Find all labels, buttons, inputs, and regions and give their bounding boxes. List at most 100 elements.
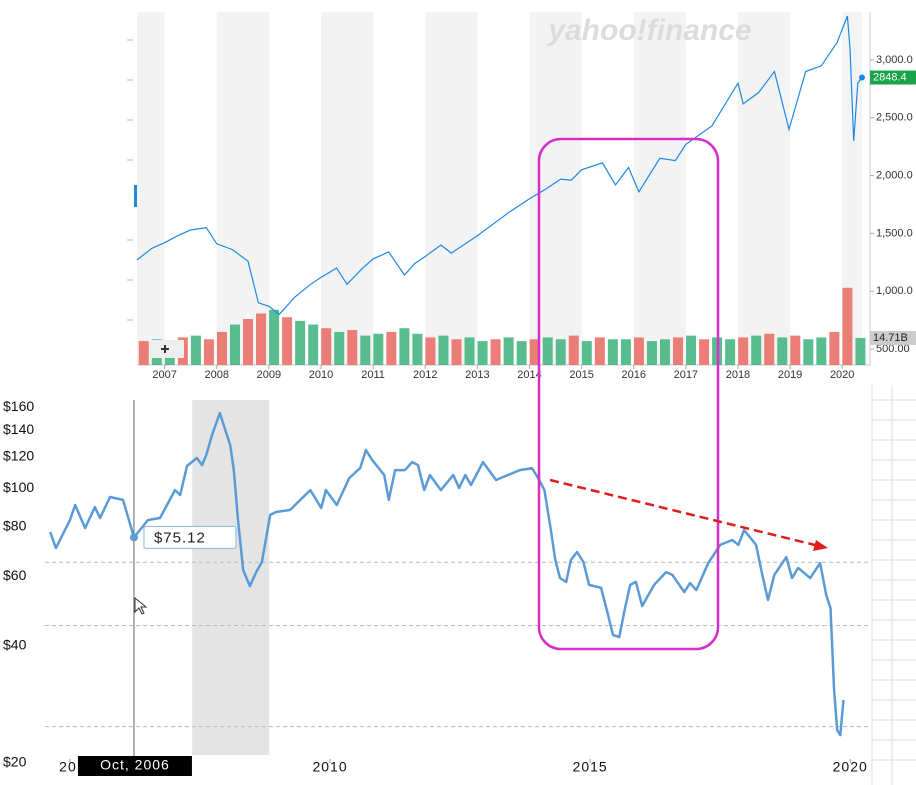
volume-bar xyxy=(334,331,345,365)
y-tick-label: $40 xyxy=(3,636,27,652)
year-band xyxy=(633,12,686,365)
volume-bar xyxy=(464,337,475,365)
x-tick-label: 2010 xyxy=(309,369,333,381)
volume-bar xyxy=(751,335,762,365)
volume-bar xyxy=(269,309,280,365)
volume-bar xyxy=(477,341,488,365)
date-box xyxy=(77,756,192,776)
volume-bar xyxy=(190,335,201,365)
volume-bar xyxy=(842,287,853,365)
current-volume-box xyxy=(870,330,916,345)
volume-bar xyxy=(686,335,697,365)
volume-bar xyxy=(295,320,306,365)
x-tick-label: 2015 xyxy=(569,369,593,381)
price-line xyxy=(49,411,845,737)
year-band xyxy=(137,12,165,365)
volume-bar xyxy=(373,333,384,365)
y-tick-label: 1,500.0 xyxy=(876,227,913,239)
volume-bar xyxy=(542,337,553,365)
volume-bar xyxy=(256,313,267,365)
volume-bar xyxy=(764,333,775,365)
current-volume-label: 14.71B xyxy=(873,332,908,344)
y-tick-label: $140 xyxy=(3,421,34,437)
date-label: Oct, 2006 xyxy=(100,757,170,773)
x-tick-label: 2011 xyxy=(361,369,385,381)
volume-bar xyxy=(646,341,657,365)
annotations xyxy=(134,137,828,651)
volume-bar xyxy=(138,341,149,365)
volume-bar xyxy=(216,331,227,365)
current-price-dot xyxy=(859,74,865,81)
y-tick-label: $120 xyxy=(3,448,34,464)
volume-bar xyxy=(503,337,514,365)
volume-bar xyxy=(725,339,736,365)
volume-bar xyxy=(425,337,436,365)
volume-bar xyxy=(243,319,254,365)
x-tick-label: 2020 xyxy=(833,759,868,775)
right-grid xyxy=(871,385,916,785)
left-ticks xyxy=(127,39,133,321)
volume-bar xyxy=(529,339,540,365)
volume-bar xyxy=(516,341,527,365)
tooltip-box xyxy=(143,525,237,549)
x-tick-label: 2016 xyxy=(621,369,645,381)
highlight-box xyxy=(537,137,720,651)
volume-bar xyxy=(607,339,618,365)
current-price-box xyxy=(870,70,916,85)
y-tick-label: $20 xyxy=(3,754,27,770)
left-marker xyxy=(134,185,137,207)
x-tick-label: 2007 xyxy=(152,369,176,381)
x-tick-label: 2009 xyxy=(257,369,281,381)
y-tick-label: 500.00 xyxy=(876,343,910,355)
y-tick-label: 2,500.0 xyxy=(876,112,913,124)
current-price-label: 2848.4 xyxy=(873,71,907,83)
cursor-icon xyxy=(134,596,148,615)
x-tick-label: 2010 xyxy=(312,759,347,775)
x-tick-label: 2020 xyxy=(830,369,854,381)
volume-bar xyxy=(816,337,827,365)
volume-bar xyxy=(620,339,631,365)
y-tick-label: 2,000.0 xyxy=(876,170,913,182)
y-tick-label: $100 xyxy=(3,479,34,495)
year-band xyxy=(216,12,269,365)
x-tick-label: 2012 xyxy=(413,369,437,381)
volume-bar xyxy=(790,335,801,365)
price-line xyxy=(136,15,863,316)
tooltip-dot xyxy=(129,533,138,542)
x-tick-label: 2008 xyxy=(205,369,229,381)
volume-bar xyxy=(282,317,293,365)
tooltip-label: $75.12 xyxy=(154,529,206,546)
volume-bar xyxy=(699,339,710,365)
decor xyxy=(127,39,916,785)
plots: yahoo!finance 2007 2008 2009 2010 2011 2012 201… xyxy=(3,12,916,776)
volume-bar xyxy=(386,331,397,365)
trend-arrow xyxy=(549,478,816,547)
volume-bar xyxy=(203,339,214,365)
volume-bar xyxy=(321,328,332,365)
volume-bar xyxy=(659,339,670,365)
plus-icon[interactable] xyxy=(161,345,169,353)
volume-bar xyxy=(777,337,788,365)
volume-bar xyxy=(673,337,684,365)
y-tick-label: 1,000.0 xyxy=(876,285,913,297)
volume-bar xyxy=(738,337,749,365)
year-band xyxy=(425,12,478,365)
volume-bar xyxy=(633,337,644,365)
y-tick-label: $60 xyxy=(3,567,27,583)
x-tick-label: 2018 xyxy=(726,369,750,381)
volume-bar xyxy=(581,341,592,365)
volume-bar xyxy=(399,328,410,365)
watermark: yahoo!finance xyxy=(546,14,751,47)
x-tick-label: 2013 xyxy=(465,369,489,381)
add-button[interactable] xyxy=(150,340,184,358)
x-tick-label: 2015 xyxy=(573,759,608,775)
volume-bar xyxy=(412,333,423,365)
y-tick-label: 3,000.0 xyxy=(876,54,913,66)
year-band xyxy=(529,12,582,365)
volume-bar xyxy=(360,335,371,365)
x-tick-label: 2019 xyxy=(778,369,802,381)
volume-bar xyxy=(451,339,462,365)
volume-bar xyxy=(490,339,501,365)
